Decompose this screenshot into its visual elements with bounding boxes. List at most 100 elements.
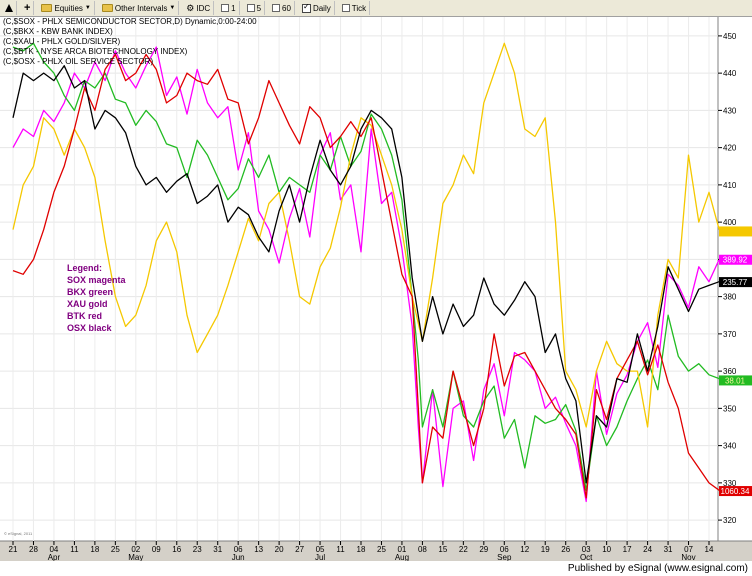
x-month-label: Sep <box>497 553 512 561</box>
last-value-tag-btk <box>719 486 752 497</box>
y-tick-label: 350 <box>723 404 737 413</box>
equities-button[interactable]: Equities ▼ <box>36 1 95 15</box>
x-tick-label: 23 <box>193 545 202 554</box>
cursor-icon <box>5 4 13 12</box>
chart-header: (C,$SOX - PHLX SEMICONDUCTOR SECTOR,D) D… <box>3 17 257 66</box>
x-tick-label: 11 <box>70 545 79 554</box>
chart[interactable]: 3203303403503603703803904004104204304404… <box>0 17 752 561</box>
chevron-down-icon: ▼ <box>84 5 91 11</box>
toolbar: + Equities ▼ Other Intervals ▼ ⚙ IDC 1 5… <box>0 0 752 17</box>
interval-5-button[interactable]: 5 <box>242 1 266 15</box>
x-tick-label: 12 <box>520 545 529 554</box>
x-tick-label: 18 <box>357 545 366 554</box>
chevron-down-icon: ▼ <box>169 5 176 11</box>
legend-entry: XAU gold <box>67 299 108 309</box>
x-tick-label: 31 <box>664 545 673 554</box>
interval-icon <box>272 4 281 12</box>
x-month-label: Oct <box>580 553 593 561</box>
y-tick-label: 410 <box>723 181 737 190</box>
chart-header-line: (C,$OSX - PHLX OIL SERVICE SECTOR) <box>3 57 153 66</box>
footer: Published by eSignal (www.esignal.com) <box>0 561 752 576</box>
y-tick-label: 320 <box>723 516 737 525</box>
x-tick-label: 29 <box>479 545 488 554</box>
x-tick-label: 05 <box>316 545 325 554</box>
y-tick-label: 420 <box>723 144 737 153</box>
x-tick-label: 11 <box>336 545 345 554</box>
legend-title: Legend: <box>67 263 102 273</box>
legend-entry: BTK red <box>67 311 102 321</box>
idc-label: IDC <box>196 3 211 13</box>
chart-header-line: (C,$BKX - KBW BANK INDEX) <box>3 27 113 36</box>
checkbox-icon <box>301 2 311 13</box>
y-tick-label: 430 <box>723 106 737 115</box>
last-value-tag-bkx <box>719 375 752 386</box>
x-tick-label: 18 <box>90 545 99 554</box>
x-tick-label: 22 <box>459 545 468 554</box>
idc-button[interactable]: ⚙ IDC <box>181 1 215 15</box>
footer-text: Published by eSignal (www.esignal.com) <box>567 563 748 574</box>
x-tick-label: 02 <box>131 545 140 554</box>
y-tick-label: 380 <box>723 293 737 302</box>
x-tick-label: 15 <box>438 545 447 554</box>
last-value-tag-text: 389.92 <box>723 256 748 265</box>
x-tick-label: 16 <box>172 545 181 554</box>
x-month-label: Nov <box>681 553 695 561</box>
y-tick-label: 360 <box>723 367 737 376</box>
crosshair-icon: + <box>24 2 31 14</box>
x-tick-label: 17 <box>623 545 632 554</box>
x-tick-labels: 21 28 04 11 18 25 02 09 16 23 31 06 13 20 27 05 11 18 25 01… <box>9 541 714 561</box>
interval-60-label: 60 <box>282 3 291 13</box>
series-line-xau <box>12 42 720 428</box>
series-line-btk <box>12 53 720 499</box>
series-line-sox <box>12 46 720 503</box>
y-tick-label: 400 <box>723 218 737 227</box>
x-tick-label: 24 <box>643 545 652 554</box>
x-month-label: May <box>128 553 143 561</box>
x-tick-label: 21 <box>9 545 18 554</box>
x-tick-label: 25 <box>377 545 386 554</box>
interval-1-button[interactable]: 1 <box>216 1 240 15</box>
other-intervals-button[interactable]: Other Intervals ▼ <box>97 1 180 15</box>
series-line-osx <box>12 65 720 484</box>
last-value-tags: 389.92 235.77 38.01 1060.34 <box>719 226 752 497</box>
crosshair-tool-button[interactable]: + <box>19 1 35 15</box>
watermark: © eSignal, 2011 <box>4 531 33 536</box>
x-tick-label: 06 <box>500 545 509 554</box>
x-tick-label: 09 <box>152 545 161 554</box>
x-tick-label: 04 <box>49 545 58 554</box>
x-tick-label: 14 <box>705 545 714 554</box>
y-tick-label: 340 <box>723 442 737 451</box>
y-tick-label: 330 <box>723 479 737 488</box>
x-month-label: Apr <box>48 553 61 561</box>
x-month-label: Jul <box>315 553 325 561</box>
series-line-bkx <box>12 42 720 491</box>
last-value-tag-osx <box>719 277 752 288</box>
cursor-tool-button[interactable] <box>0 1 17 15</box>
grid <box>0 17 718 541</box>
x-tick-label: 10 <box>602 545 611 554</box>
series-group <box>12 42 720 503</box>
x-tick-label: 31 <box>213 545 222 554</box>
equities-label: Equities <box>54 3 83 13</box>
x-tick-label: 03 <box>582 545 591 554</box>
gear-icon: ⚙ <box>186 2 195 13</box>
interval-60-button[interactable]: 60 <box>267 1 295 15</box>
interval-daily-button[interactable]: Daily <box>297 1 335 15</box>
last-value-tag-text: 38.01 <box>725 376 746 385</box>
legend-entry: SOX magenta <box>67 275 127 285</box>
x-tick-label: 01 <box>397 545 406 554</box>
last-value-tag-text: 235.77 <box>723 278 748 287</box>
y-tick-label: 450 <box>723 32 737 41</box>
x-tick-label: 28 <box>29 545 38 554</box>
x-month-label: Aug <box>395 553 409 561</box>
x-tick-label: 19 <box>541 545 550 554</box>
chart-header-line: (C,$SOX - PHLX SEMICONDUCTOR SECTOR,D) D… <box>3 17 257 26</box>
interval-tick-button[interactable]: Tick <box>337 1 371 15</box>
interval-icon <box>246 4 255 12</box>
legend-entry: OSX black <box>67 323 113 333</box>
legend: Legend: SOX magenta BKX green XAU gold BTK r… <box>67 263 127 333</box>
x-tick-label: 08 <box>418 545 427 554</box>
x-tick-label: 25 <box>111 545 120 554</box>
folder-icon <box>101 4 113 12</box>
x-tick-label: 27 <box>295 545 304 554</box>
